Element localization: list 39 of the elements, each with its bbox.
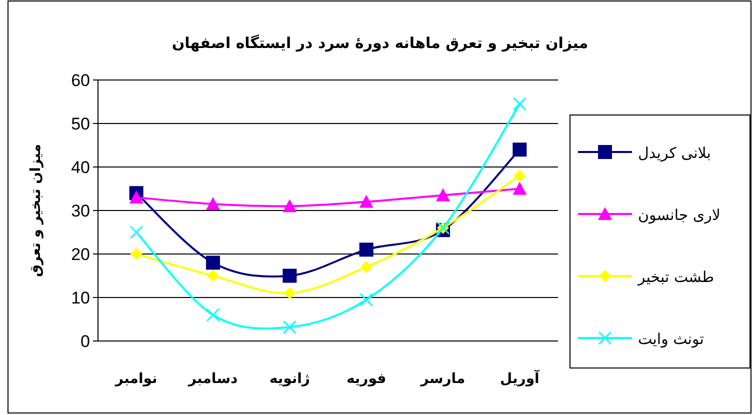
x-tick-label: فوریه — [346, 371, 386, 387]
point — [206, 256, 220, 270]
y-tick-label: 10 — [71, 288, 90, 308]
point — [360, 261, 372, 274]
y-tick-label: 0 — [80, 332, 90, 351]
point — [130, 248, 142, 260]
point — [206, 308, 220, 322]
point — [360, 292, 374, 306]
x-tick-label: آوریل — [500, 369, 541, 387]
point — [130, 226, 144, 239]
legend-label: طشت تبخیر — [637, 268, 714, 286]
point — [282, 199, 297, 212]
point — [512, 142, 527, 157]
y-tick-label: 40 — [71, 158, 90, 177]
legend-label: تونث وایت — [638, 330, 704, 348]
point — [359, 194, 374, 208]
y-tick-label: 30 — [71, 202, 90, 220]
x-tick-label: دسامبر — [187, 371, 238, 387]
y-tick-label: 50 — [71, 114, 90, 134]
chart-title: میزان تبخیر و تعرق ماهانه دورهٔ سرد در ایستگاه اصفهان — [172, 34, 588, 52]
x-tick-label: نوامبر — [114, 371, 158, 387]
point — [129, 190, 144, 204]
legend-label: لاری جانسون — [638, 206, 720, 224]
x-tick-label: مارسر — [420, 371, 466, 387]
x-tick-label: ژانویه — [269, 371, 310, 387]
point — [284, 287, 296, 300]
point — [436, 188, 450, 202]
legend-label: بلانی کریدل — [638, 144, 711, 162]
point — [282, 268, 297, 283]
point — [282, 320, 296, 334]
point — [207, 270, 219, 282]
y-axis-title: میزان تبخیر و تعرق — [28, 144, 44, 278]
point — [512, 182, 527, 195]
y-tick-label: 20 — [71, 245, 90, 264]
point — [512, 97, 526, 111]
point — [514, 170, 526, 182]
point — [206, 196, 220, 210]
point — [359, 242, 374, 257]
y-tick-label: 60 — [71, 71, 90, 90]
